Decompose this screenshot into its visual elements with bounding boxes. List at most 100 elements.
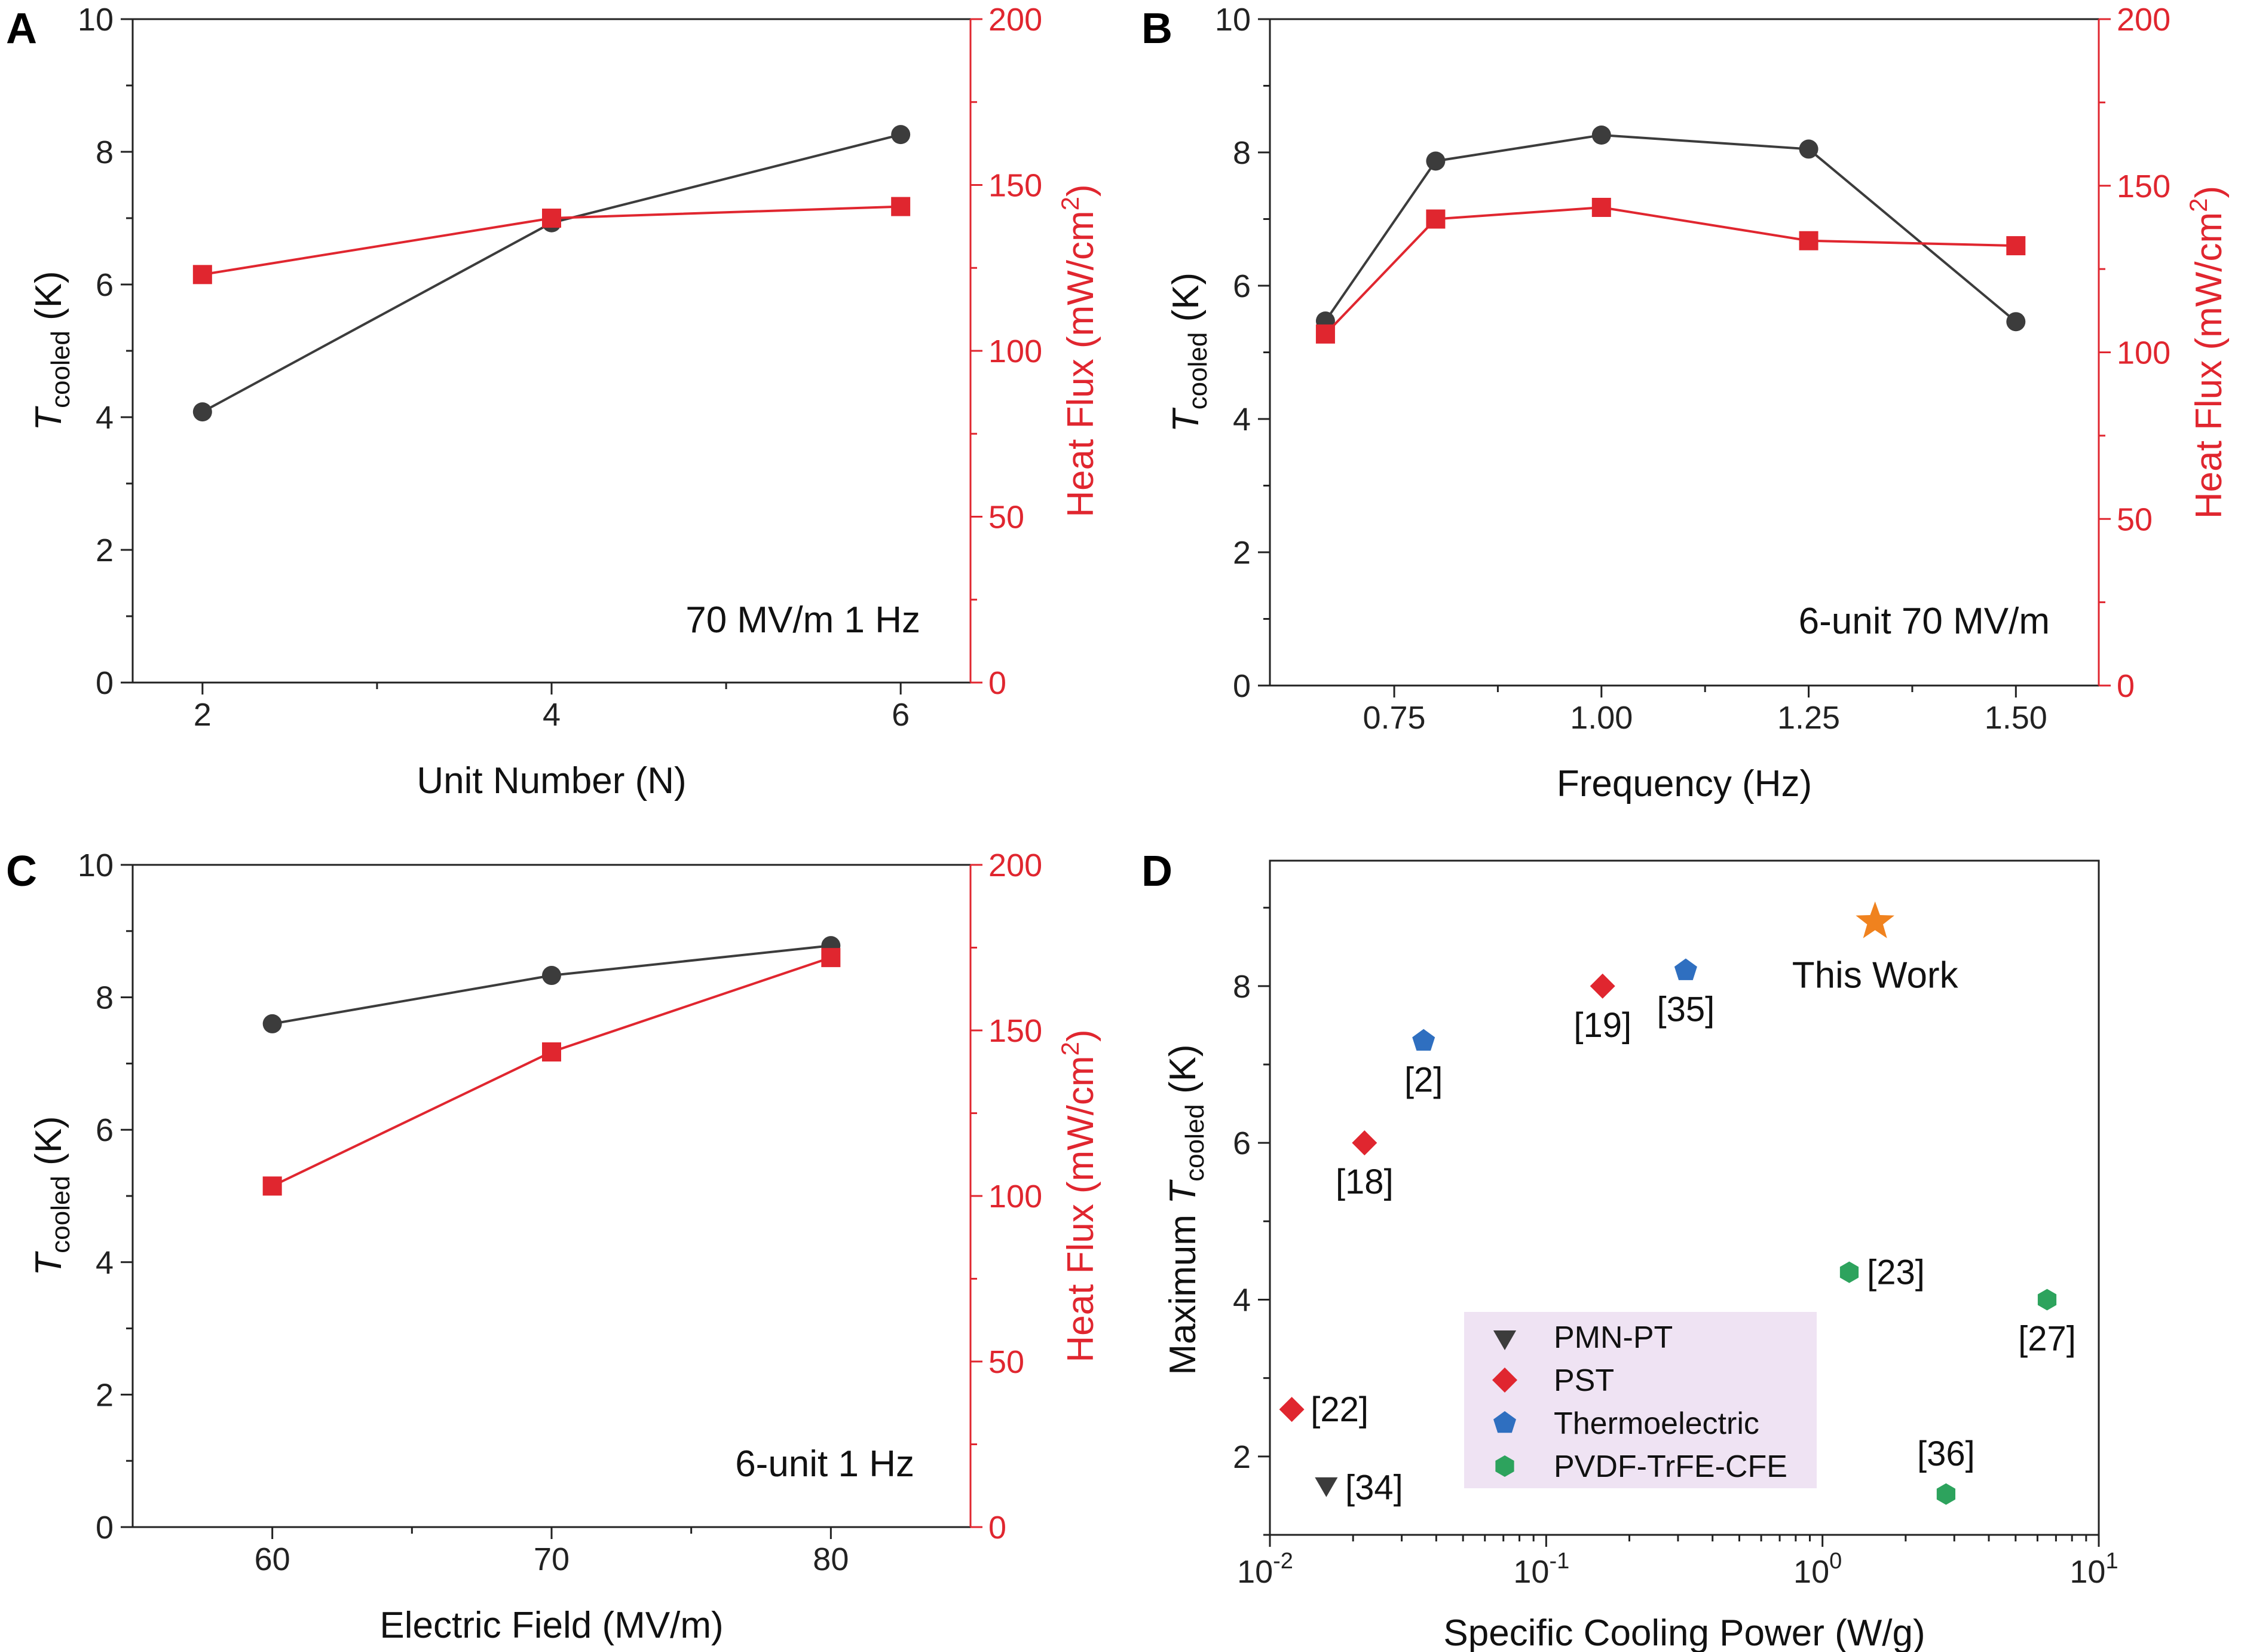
heatflux-point (821, 948, 841, 968)
data-point (1674, 958, 1697, 980)
y2-tick-label: 50 (988, 500, 1024, 536)
tcooled-point (262, 1014, 282, 1033)
heatflux-point (262, 1176, 282, 1196)
x-tick-label: 2 (194, 697, 212, 733)
y2-tick-label: 100 (2117, 335, 2170, 371)
y2-tick-label: 150 (988, 1013, 1042, 1049)
data-point (1839, 1261, 1859, 1283)
point-label: [36] (1917, 1434, 1975, 1473)
data-point (1590, 973, 1615, 999)
y2-tick-label: 50 (2117, 501, 2153, 537)
y2-tick-label: 100 (988, 334, 1042, 369)
y-tick-label: 2 (1233, 1439, 1251, 1475)
legend-background (1464, 1312, 1817, 1488)
point-label: [2] (1404, 1061, 1443, 1100)
y-tick-label: 0 (96, 665, 114, 701)
y-tick-label: 2 (1233, 535, 1251, 571)
y-tick-label: 8 (96, 980, 114, 1016)
point-label: [23] (1867, 1253, 1925, 1292)
tcooled-point (2006, 312, 2026, 332)
y-tick-label: 6 (96, 267, 114, 303)
y-tick-label: 6 (96, 1112, 114, 1148)
panel-b: 0.75 1.00 1.25 1.500246810050100150200B6-un… (1141, 2, 2230, 804)
heatflux-point (1426, 209, 1446, 229)
panel-annotation: 6-unit 1 Hz (735, 1443, 914, 1485)
heatflux-point (2006, 236, 2026, 256)
this-work-point (1856, 901, 1894, 938)
heatflux-point (192, 265, 212, 284)
point-label: This Work (1792, 955, 1959, 996)
legend: PMN-PT PST Thermoelectric PVDF-TrFE-CFE (1464, 1312, 1817, 1488)
x-tick-label: 0.75 (1363, 700, 1425, 736)
y-tick-label: 0 (96, 1510, 114, 1546)
tcooled-point (1426, 151, 1446, 171)
point-label: [19] (1573, 1006, 1631, 1045)
legend-marker (1492, 1368, 1517, 1393)
y-tick-label: 10 (78, 2, 114, 38)
x-tick-label: 10-1 (1513, 1549, 1569, 1590)
y2-axis-label: Heat Flux (mW/cm2) (1056, 1029, 1101, 1362)
y2-tick-label: 0 (988, 665, 1006, 701)
x-axis-label: Electric Field (MV/m) (379, 1605, 723, 1646)
tcooled-point (192, 402, 212, 422)
y2-tick-label: 0 (988, 1510, 1006, 1546)
legend-marker (1495, 1455, 1514, 1477)
legend-label: PMN-PT (1554, 1320, 1673, 1355)
data-point (1352, 1130, 1377, 1156)
heatflux-point (1591, 197, 1611, 217)
point-label: [18] (1336, 1162, 1394, 1201)
y-tick-label: 10 (78, 848, 114, 883)
tcooled-point (1799, 139, 1818, 159)
y-tick-label: 4 (96, 400, 114, 436)
y-tick-label: 6 (1233, 1125, 1251, 1161)
x-tick-label: 100 (1793, 1549, 1842, 1590)
heatflux-line (271, 956, 831, 1188)
x-tick-label: 1.25 (1777, 700, 1840, 736)
x-axis-label: Unit Number (N) (417, 760, 686, 801)
x-axis-label: Frequency (Hz) (1557, 763, 1812, 804)
y-tick-label: 0 (1233, 668, 1251, 704)
y-axis-label: Tcooled (K) (28, 1116, 75, 1275)
y2-tick-label: 0 (2117, 668, 2135, 704)
panel-annotation: 6-unit 70 MV/m (1799, 601, 2050, 642)
panel-label: B (1141, 5, 1172, 53)
legend-label: Thermoelectric (1554, 1406, 1759, 1441)
panel-label: A (6, 5, 37, 53)
y-tick-label: 8 (1233, 969, 1251, 1005)
data-point (1315, 1477, 1338, 1497)
x-tick-label: 10-2 (1237, 1549, 1293, 1590)
y2-axis-label: Heat Flux (mW/cm2) (1056, 184, 1101, 517)
point-label: [27] (2018, 1320, 2076, 1359)
y2-axis-label: Heat Flux (mW/cm2) (2184, 186, 2230, 519)
point-label: [34] (1345, 1469, 1403, 1507)
y-tick-label: 4 (96, 1245, 114, 1281)
y2-tick-label: 150 (2117, 169, 2170, 204)
heatflux-point (891, 197, 911, 216)
heatflux-point (1799, 231, 1818, 250)
y-tick-label: 4 (1233, 402, 1251, 438)
legend-marker (1493, 1330, 1517, 1350)
y-tick-label: 10 (1215, 2, 1251, 38)
x-tick-label: 4 (543, 697, 561, 733)
heatflux-point (1315, 324, 1335, 344)
y2-tick-label: 200 (988, 2, 1042, 38)
y-axis-label: Tcooled (K) (1165, 273, 1213, 432)
tcooled-point (1591, 126, 1611, 145)
data-point (2037, 1289, 2057, 1311)
x-axis-label: Specific Cooling Power (W/g) (1443, 1613, 1925, 1652)
point-label: [22] (1311, 1390, 1369, 1429)
legend-label: PVDF-TrFE-CFE (1554, 1449, 1787, 1484)
panel-annotation: 70 MV/m 1 Hz (685, 599, 920, 641)
tcooled-point (542, 966, 561, 986)
tcooled-point (891, 125, 911, 145)
point-label: [35] (1657, 990, 1715, 1029)
y-axis-label: Maximum Tcooled (K) (1162, 1044, 1210, 1375)
y2-tick-label: 50 (988, 1344, 1024, 1380)
y-tick-label: 8 (1233, 135, 1251, 171)
y-tick-label: 2 (96, 533, 114, 568)
x-tick-label: 80 (813, 1541, 849, 1577)
legend-label: PST (1554, 1363, 1614, 1398)
